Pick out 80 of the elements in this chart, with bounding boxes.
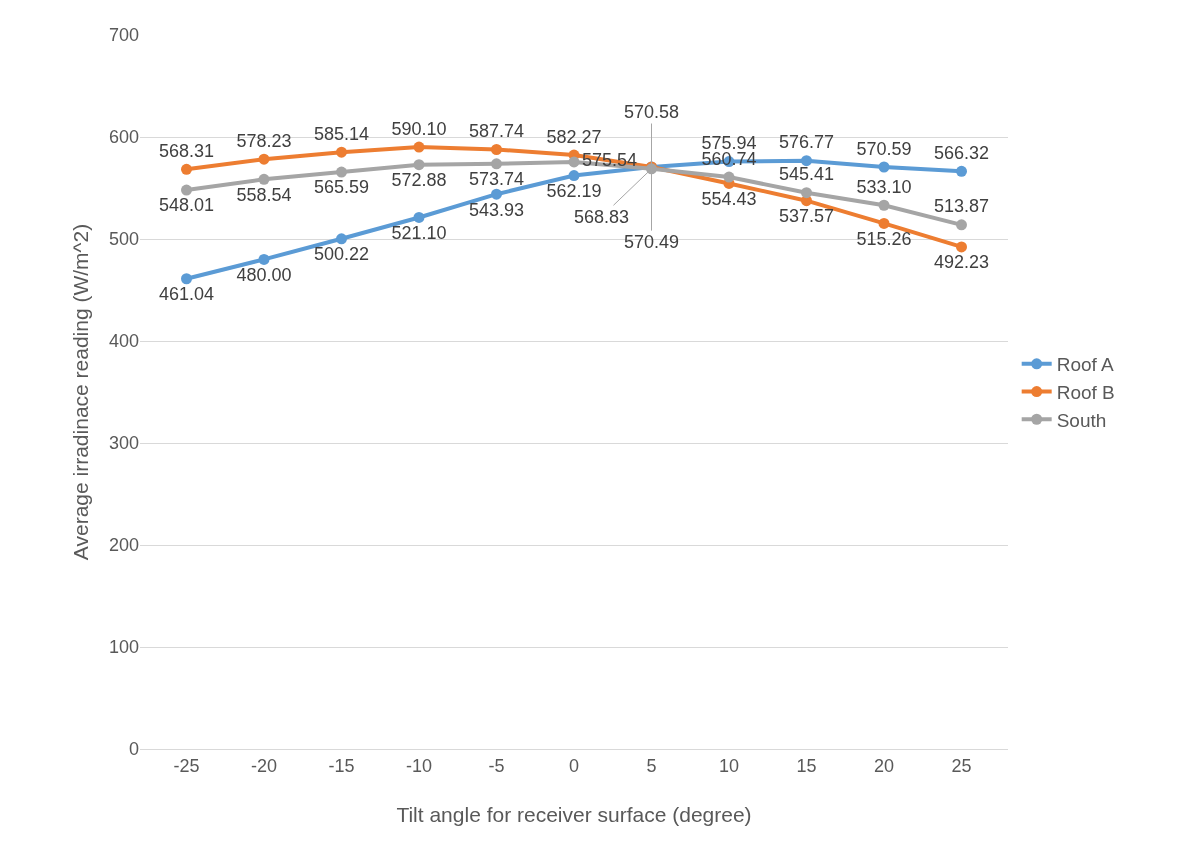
point [491, 188, 502, 200]
point [956, 241, 967, 253]
data-label: 568.31 [158, 140, 215, 161]
data-label: 570.58 [624, 102, 680, 122]
point [336, 146, 347, 158]
data-label: 573.74 [468, 169, 525, 190]
data-label: 533.10 [856, 176, 912, 197]
point [568, 156, 580, 168]
y-tick-label: 500 [108, 229, 139, 250]
data-label: 537.57 [778, 206, 835, 227]
data-label: 590.10 [391, 118, 447, 139]
x-axis-title: Tilt angle for receiver surface (degree) [396, 803, 752, 826]
data-label: 548.01 [158, 195, 215, 216]
data-label: 461.04 [158, 284, 215, 305]
data-label: 513.87 [933, 196, 990, 217]
data-label: 582.27 [546, 126, 602, 147]
point [336, 233, 347, 245]
y-axis-title: Average irradinace reading (W/m^2) [69, 223, 92, 561]
data-label: 515.26 [856, 228, 912, 249]
point [413, 141, 425, 153]
point [956, 219, 967, 231]
data-label: 568.83 [574, 207, 630, 227]
data-label: 570.49 [624, 232, 680, 252]
legend-label: South [1056, 409, 1107, 431]
x-tick-label: -5 [488, 755, 505, 776]
data-label: 554.43 [701, 188, 757, 209]
x-tick-label: 5 [646, 755, 657, 776]
point [723, 171, 735, 183]
data-label: 545.41 [778, 164, 835, 185]
data-label: 565.59 [313, 177, 370, 198]
point [878, 217, 890, 229]
point [956, 165, 967, 177]
data-label: 572.88 [391, 170, 447, 191]
point [258, 253, 270, 265]
x-tick-label: 10 [718, 755, 740, 776]
data-label: 543.93 [468, 199, 525, 220]
data-label: 500.22 [313, 244, 370, 265]
point [801, 187, 812, 199]
y-tick-label: 0 [128, 739, 139, 760]
point [491, 144, 502, 156]
point [801, 155, 812, 167]
point [258, 153, 270, 165]
data-label: 566.32 [933, 142, 990, 163]
x-tick-label: -15 [328, 755, 355, 776]
y-tick-label: 600 [108, 127, 139, 148]
point [413, 159, 425, 171]
legend-label: Roof B [1056, 381, 1115, 403]
legend-label: Roof A [1056, 354, 1115, 376]
point [181, 273, 192, 285]
point [878, 161, 890, 173]
data-label: 480.00 [236, 264, 292, 285]
data-label: 576.77 [778, 132, 835, 153]
point [413, 211, 425, 223]
point [568, 170, 580, 182]
point [336, 166, 347, 178]
x-tick-label: 0 [568, 755, 580, 776]
x-tick-label: 25 [951, 755, 972, 776]
y-tick-label: 700 [108, 25, 139, 46]
data-label: 585.14 [313, 123, 370, 144]
x-tick-label: 15 [796, 755, 817, 776]
point [181, 163, 192, 175]
point [491, 158, 502, 170]
y-tick-label: 300 [108, 433, 139, 454]
x-tick-label: -20 [250, 755, 278, 776]
y-tick-label: 200 [108, 535, 139, 556]
data-label: 492.23 [933, 252, 990, 273]
point [181, 184, 192, 196]
x-tick-label: -10 [405, 755, 433, 776]
data-label: 521.10 [391, 222, 447, 243]
data-label: 558.54 [236, 184, 292, 205]
point [258, 173, 270, 185]
data-label: 562.19 [546, 180, 602, 201]
y-tick-label: 100 [108, 637, 139, 658]
data-label: 587.74 [468, 121, 525, 142]
x-tick-label: -25 [173, 755, 200, 776]
y-tick-label: 400 [108, 331, 139, 352]
data-label: 570.59 [856, 138, 912, 159]
data-label: 578.23 [236, 130, 292, 151]
x-tick-label: 20 [873, 755, 895, 776]
point [878, 199, 890, 211]
